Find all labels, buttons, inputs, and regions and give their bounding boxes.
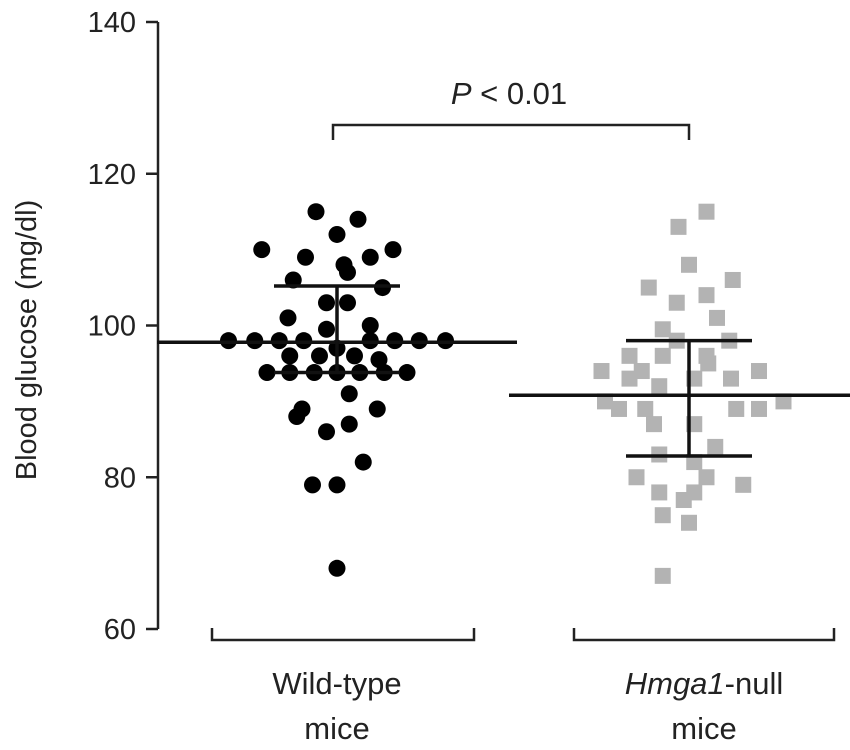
data-point-wild-type: [328, 476, 346, 494]
data-point-wild-type: [281, 347, 299, 365]
data-point-wild-type: [340, 385, 358, 403]
data-point-wild-type: [384, 241, 402, 259]
data-point-wild-type: [349, 210, 367, 228]
data-point-hmga1-null: [593, 363, 610, 380]
data-point-wild-type: [361, 248, 379, 266]
data-point-hmga1-null: [628, 469, 645, 486]
category-label-wild-type-line2: mice: [304, 711, 369, 746]
data-point-hmga1-null: [675, 492, 692, 509]
data-point-hmga1-null: [668, 294, 685, 311]
data-point-hmga1-null: [654, 567, 671, 584]
data-point-hmga1-null: [775, 393, 792, 410]
data-points: [220, 203, 792, 584]
data-point-hmga1-null: [707, 438, 724, 455]
data-point-wild-type: [279, 309, 297, 327]
data-point-hmga1-null: [709, 309, 725, 326]
data-point-wild-type: [339, 263, 356, 281]
data-point-wild-type: [346, 347, 363, 365]
y-tick-label: 80: [104, 462, 136, 494]
y-ticks: 60 80 100 120 140: [88, 7, 158, 646]
data-point-hmga1-null: [611, 400, 627, 417]
data-point-hmga1-null: [651, 484, 668, 501]
category-bracket-wild-type: [210, 628, 476, 642]
data-point-hmga1-null: [724, 271, 741, 288]
data-point-hmga1-null: [633, 363, 650, 380]
data-point-hmga1-null: [751, 363, 767, 380]
data-point-hmga1-null: [698, 469, 715, 486]
data-point-wild-type: [297, 248, 314, 266]
data-point-hmga1-null: [670, 218, 687, 235]
data-point-wild-type: [318, 320, 335, 338]
data-point-wild-type: [284, 271, 302, 289]
data-point-wild-type: [354, 453, 372, 471]
data-point-hmga1-null: [654, 507, 671, 524]
data-point-hmga1-null: [698, 203, 715, 220]
data-point-wild-type: [368, 400, 386, 418]
error-bars: [157, 284, 850, 458]
y-tick-label: 100: [88, 311, 136, 343]
data-point-hmga1-null: [681, 256, 697, 273]
data-point-wild-type: [258, 364, 276, 382]
data-point-wild-type: [328, 225, 346, 243]
p-value-annotation: P < 0.01: [451, 76, 567, 111]
data-point-wild-type: [253, 241, 271, 259]
significance-bracket: [331, 123, 691, 140]
data-point-hmga1-null: [621, 370, 638, 387]
data-point-wild-type: [307, 203, 325, 221]
data-point-wild-type: [304, 476, 321, 494]
category-label-wild-type: Wild-type: [272, 666, 401, 701]
data-point-hmga1-null: [686, 454, 703, 471]
data-point-hmga1-null: [637, 400, 654, 417]
data-point-hmga1-null: [621, 347, 638, 364]
data-point-wild-type: [318, 423, 335, 441]
data-point-hmga1-null: [681, 514, 697, 531]
category-label-hmga1-null: Hmga1-null: [625, 666, 784, 701]
data-point-hmga1-null: [723, 370, 739, 387]
data-point-wild-type: [318, 294, 335, 312]
data-point-wild-type: [398, 364, 416, 382]
data-point-hmga1-null: [597, 393, 613, 410]
data-point-wild-type: [339, 294, 356, 312]
data-point-wild-type: [340, 415, 358, 433]
category-bracket-hmga1-null: [572, 628, 836, 642]
data-point-hmga1-null: [640, 279, 657, 296]
data-point-hmga1-null: [751, 400, 767, 417]
data-point-hmga1-null: [700, 355, 717, 372]
data-point-wild-type: [370, 351, 388, 369]
category-label-hmga1-null-line2: mice: [671, 711, 736, 746]
data-point-hmga1-null: [698, 287, 715, 304]
y-tick-label: 140: [88, 7, 136, 39]
y-tick-label: 60: [104, 614, 136, 646]
data-point-wild-type: [311, 347, 328, 365]
data-point-hmga1-null: [654, 347, 671, 364]
y-tick-label: 120: [88, 159, 136, 191]
data-point-hmga1-null: [646, 416, 662, 433]
data-point-hmga1-null: [735, 476, 752, 493]
data-point-hmga1-null: [654, 321, 671, 338]
data-point-wild-type: [328, 559, 346, 577]
data-point-hmga1-null: [651, 378, 668, 395]
data-point-wild-type: [288, 408, 306, 426]
y-axis-title: Blood glucose (mg/dl): [11, 200, 43, 480]
data-point-hmga1-null: [728, 400, 745, 417]
data-point-wild-type: [361, 317, 379, 334]
